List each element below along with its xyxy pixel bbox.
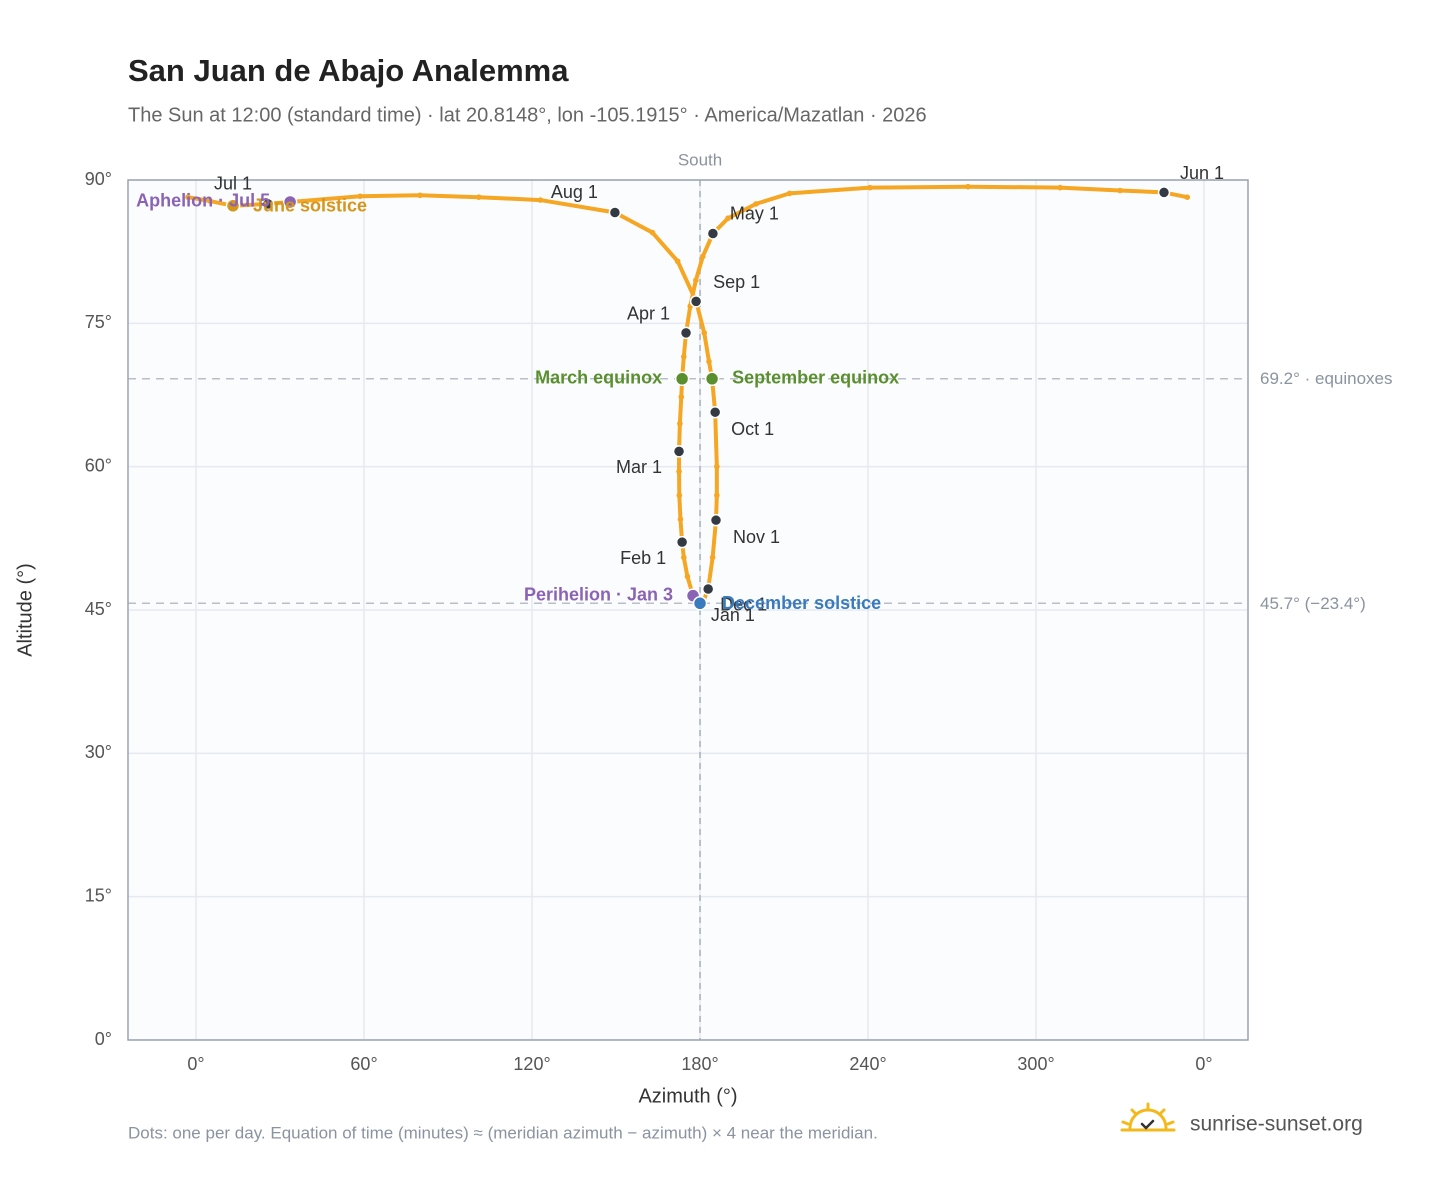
x-tick-label: 300° <box>1017 1054 1054 1074</box>
month-dot <box>706 227 720 240</box>
event-label: Aphelion · Jul 5 <box>136 191 270 211</box>
event-dot <box>282 194 298 210</box>
marks <box>185 183 1191 611</box>
month-label: May 1 <box>730 203 779 223</box>
month-label: Feb 1 <box>620 548 666 568</box>
day-dot <box>681 554 687 561</box>
y-tick-label: 90° <box>85 169 112 189</box>
y-axis-title: Altitude (°) <box>14 563 36 657</box>
day-dot <box>965 183 971 190</box>
x-tick-label: 180° <box>681 1054 718 1074</box>
y-tick-label: 15° <box>85 885 112 905</box>
month-dot <box>261 197 275 211</box>
x-tick-label: 120° <box>513 1054 550 1074</box>
month-dot <box>679 326 693 340</box>
month-label: Nov 1 <box>733 527 780 547</box>
day-dot <box>537 197 544 203</box>
x-axis-title: Azimuth (°) <box>638 1085 737 1107</box>
event-label: March equinox <box>535 368 662 388</box>
event-label: September equinox <box>732 368 899 388</box>
month-label: Jan 1 <box>711 605 755 625</box>
month-label: Aug 1 <box>551 182 598 202</box>
day-dot <box>678 394 685 400</box>
day-dot <box>714 463 720 470</box>
day-dot <box>674 258 681 265</box>
chart-title: San Juan de Abajo Analemma <box>128 53 569 88</box>
y-tick-label: 75° <box>85 312 112 332</box>
month-label: Oct 1 <box>731 419 774 439</box>
event-dot <box>692 596 708 611</box>
day-dot <box>693 277 699 284</box>
day-dot <box>681 353 687 360</box>
month-dot <box>708 405 722 419</box>
brand: sunrise-sunset.org <box>1190 1113 1363 1136</box>
day-dot <box>786 190 793 197</box>
x-tick-label: 0° <box>1195 1054 1212 1074</box>
day-dot <box>1057 184 1063 191</box>
day-dot <box>207 198 213 204</box>
y-tick-label: 45° <box>85 599 112 619</box>
event-dot <box>674 371 690 387</box>
month-dot <box>675 535 689 549</box>
event-label: Perihelion · Jan 3 <box>524 584 673 604</box>
month-label: Apr 1 <box>627 304 670 324</box>
day-dot <box>476 194 482 200</box>
month-dot <box>701 582 715 596</box>
reference-label: 45.7° (−23.4°) <box>1260 594 1366 613</box>
plot-frame <box>127 179 1249 1041</box>
x-tick-label: 240° <box>849 1054 886 1074</box>
event-dot <box>225 198 241 214</box>
reference-label: 69.2° · equinoxes <box>1260 369 1393 388</box>
day-dot <box>700 253 706 260</box>
day-dot <box>417 192 423 199</box>
day-dot <box>701 330 708 336</box>
month-label: Dec 1 <box>720 595 767 615</box>
meridian-label: South <box>678 150 722 169</box>
month-dot <box>672 445 686 458</box>
day-dot <box>706 358 712 365</box>
x-tick-label: 0° <box>187 1054 204 1074</box>
month-dot <box>1157 186 1171 199</box>
day-dot <box>649 229 656 236</box>
y-tick-label: 60° <box>85 455 112 475</box>
day-dot <box>1184 194 1191 200</box>
event-label: December solstice <box>722 593 881 613</box>
month-label: Mar 1 <box>616 457 662 477</box>
day-dot <box>684 573 691 580</box>
day-dot <box>185 194 191 200</box>
event-dot <box>704 371 720 387</box>
day-dot <box>357 193 363 200</box>
y-tick-label: 30° <box>85 742 112 762</box>
day-dot <box>867 184 873 191</box>
day-dot <box>1117 187 1123 194</box>
x-tick-label: 60° <box>350 1054 377 1074</box>
footnote: Dots: one per day. Equation of time (min… <box>128 1123 878 1142</box>
logo-icon <box>1120 1102 1176 1132</box>
event-label: June solstice <box>253 196 367 216</box>
month-dot <box>709 513 723 527</box>
day-dot <box>676 468 682 475</box>
day-dot <box>714 492 720 499</box>
month-dot <box>689 295 703 308</box>
month-label: Jul 1 <box>214 174 252 194</box>
chart-subtitle: The Sun at 12:00 (standard time) · lat 2… <box>128 104 927 126</box>
day-dot <box>676 492 683 499</box>
month-label: Jun 1 <box>1180 163 1224 183</box>
y-tick-label: 0° <box>95 1029 112 1049</box>
day-dot <box>677 516 684 523</box>
day-dot <box>725 215 731 222</box>
month-label: Sep 1 <box>713 272 760 292</box>
month-dot <box>608 206 622 219</box>
day-dot <box>709 554 716 561</box>
day-dot <box>753 201 759 207</box>
day-dot <box>677 420 683 427</box>
